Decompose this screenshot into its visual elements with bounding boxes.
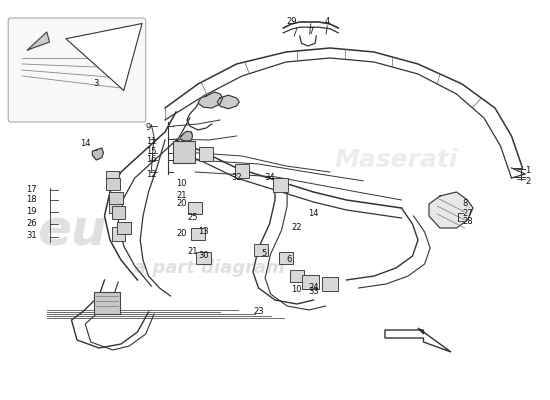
Bar	[106, 171, 119, 185]
Text: 23: 23	[253, 308, 263, 316]
Text: 7: 7	[308, 28, 314, 36]
Bar	[117, 222, 131, 234]
Text: 21: 21	[187, 248, 197, 256]
Text: Maserati: Maserati	[334, 148, 458, 172]
Text: 16: 16	[146, 156, 156, 164]
Text: 29: 29	[286, 18, 297, 26]
Text: 10: 10	[292, 286, 302, 294]
Bar	[112, 206, 125, 219]
Text: 22: 22	[292, 224, 302, 232]
Polygon shape	[179, 131, 192, 141]
Text: 31: 31	[26, 232, 37, 240]
Text: eu: eu	[37, 208, 106, 256]
Text: 18: 18	[26, 196, 37, 204]
Bar	[94, 292, 120, 314]
Bar	[199, 147, 213, 161]
Text: 28: 28	[462, 218, 472, 226]
Bar	[235, 164, 249, 178]
Text: 34: 34	[264, 174, 275, 182]
Text: 5: 5	[261, 250, 267, 258]
FancyBboxPatch shape	[8, 18, 146, 122]
Text: 25: 25	[187, 214, 197, 222]
Text: 8: 8	[462, 200, 468, 208]
Text: 24: 24	[308, 284, 318, 292]
Polygon shape	[28, 32, 50, 50]
Polygon shape	[217, 95, 239, 109]
Bar	[254, 244, 268, 256]
Polygon shape	[198, 92, 223, 108]
Text: 20: 20	[176, 200, 186, 208]
Bar	[290, 270, 304, 282]
Polygon shape	[92, 148, 103, 160]
Text: 32: 32	[231, 174, 242, 182]
Text: 30: 30	[198, 252, 208, 260]
Text: a part diagram: a part diagram	[134, 259, 284, 277]
Bar	[302, 275, 319, 289]
Text: 15: 15	[146, 148, 156, 156]
Bar	[106, 178, 120, 190]
Bar	[173, 141, 195, 163]
Text: 2: 2	[525, 178, 531, 186]
Bar	[196, 252, 211, 264]
Text: 19: 19	[26, 208, 37, 216]
Text: 13: 13	[198, 228, 208, 236]
Bar	[109, 192, 123, 204]
Text: 20: 20	[176, 230, 186, 238]
Bar	[279, 252, 293, 264]
Text: 3: 3	[94, 80, 99, 88]
Text: 33: 33	[308, 288, 319, 296]
Polygon shape	[385, 328, 451, 352]
Bar	[322, 277, 338, 291]
Bar	[109, 199, 122, 213]
Bar	[188, 202, 202, 214]
Text: 14: 14	[80, 140, 91, 148]
Text: 9: 9	[146, 124, 151, 132]
Text: 10: 10	[176, 180, 186, 188]
Text: 6: 6	[286, 256, 292, 264]
Text: 27: 27	[462, 210, 472, 218]
Text: 4: 4	[324, 18, 330, 26]
Text: 21: 21	[176, 192, 186, 200]
Bar	[112, 227, 125, 241]
Text: 12: 12	[146, 170, 156, 178]
Text: 26: 26	[26, 220, 37, 228]
Bar	[273, 178, 288, 192]
Text: 17: 17	[26, 186, 37, 194]
Polygon shape	[429, 192, 473, 228]
Text: 14: 14	[308, 210, 318, 218]
Text: 11: 11	[146, 138, 156, 146]
Text: 1: 1	[525, 166, 531, 174]
Bar	[191, 228, 205, 240]
